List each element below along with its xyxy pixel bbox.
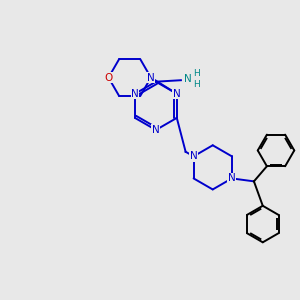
Text: N: N [152,125,160,135]
Text: H: H [193,69,200,78]
Text: N: N [131,89,139,99]
Text: N: N [228,173,236,183]
Text: N: N [173,89,181,99]
Text: N: N [190,151,197,161]
Text: N: N [147,73,155,82]
Text: H: H [193,80,200,89]
Text: O: O [104,73,112,82]
Text: N: N [184,74,191,84]
